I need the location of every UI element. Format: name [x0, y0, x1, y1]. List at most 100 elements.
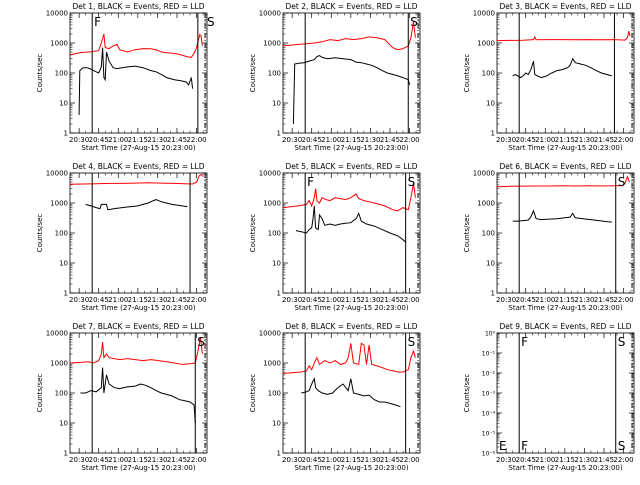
- x-tick-label: 20:30: [282, 456, 302, 464]
- y-tick-label: 10: [272, 260, 281, 268]
- panel-title: Det 8, BLACK = Events, RED = LLD: [285, 322, 417, 331]
- x-tick-label: 21:15: [341, 456, 361, 464]
- y-tick-label: 10: [59, 100, 68, 108]
- x-axis-label: Start Time (27-Aug-15 20:23:00): [508, 304, 622, 312]
- y-tick-label: 10: [59, 260, 68, 268]
- panel-title: Det 6, BLACK = Events, RED = LLD: [499, 162, 631, 171]
- y-tick-label: 100: [55, 70, 68, 78]
- x-tick-label: 20:45: [302, 296, 322, 304]
- x-tick-label: 21:30: [147, 456, 167, 464]
- y-axis-label: Counts/sec: [249, 54, 257, 93]
- y-axis-label: Counts/sec: [463, 374, 471, 413]
- x-tick-label: 20:45: [516, 296, 536, 304]
- detector-panel-7: Det 7, BLACK = Events, RED = LLD 1 10 100 10…: [36, 322, 208, 472]
- x-tick-label: 21:30: [574, 296, 594, 304]
- x-tick-label: 21:00: [535, 456, 555, 464]
- x-tick-label: 21:15: [555, 456, 575, 464]
- x-tick-label: 21:30: [147, 136, 167, 144]
- time-marker-label: S: [197, 335, 205, 349]
- x-tick-label: 22:00: [399, 456, 419, 464]
- time-marker-label: S: [618, 175, 626, 189]
- y-tick-label: 100: [55, 230, 68, 238]
- y-tick-label: 10⁻¹: [482, 351, 496, 358]
- series-line-events: [512, 209, 612, 223]
- panel-title: Det 1, BLACK = Events, RED = LLD: [72, 2, 204, 11]
- y-tick-label: 10000: [473, 170, 495, 178]
- y-axis-label: Counts/sec: [463, 214, 471, 253]
- time-marker-label-bottom: F: [521, 439, 528, 453]
- x-tick-label: 20:30: [69, 456, 89, 464]
- y-tick-label: 100: [268, 70, 281, 78]
- x-tick-label: 21:30: [360, 456, 380, 464]
- x-tick-label: 22:00: [186, 296, 206, 304]
- y-tick-label: 10⁰: [485, 331, 496, 338]
- y-tick-label: 10⁻⁵: [482, 431, 496, 438]
- y-tick-label: 10000: [473, 10, 495, 18]
- x-tick-label: 21:00: [108, 136, 128, 144]
- x-tick-label: 20:30: [496, 456, 516, 464]
- detector-panel-8: Det 8, BLACK = Events, RED = LLD 1 10 100 10…: [249, 322, 421, 472]
- y-tick-label: 100: [268, 230, 281, 238]
- y-axis-label: Counts/sec: [463, 54, 471, 93]
- series-line-lld: [69, 173, 204, 185]
- x-tick-label: 21:30: [574, 456, 594, 464]
- y-tick-label: 1: [64, 290, 68, 298]
- y-tick-label: 10⁻²: [482, 371, 496, 378]
- y-tick-label: 1: [64, 450, 68, 458]
- detector-panel-5: Det 5, BLACK = Events, RED = LLD 1 10 100 10…: [249, 162, 421, 312]
- x-tick-label: 21:15: [555, 136, 575, 144]
- x-tick-label: 21:15: [555, 296, 575, 304]
- detector-panel-3: Det 3, BLACK = Events, RED = LLD 1 10 100 10…: [463, 2, 635, 152]
- x-tick-label: 22:00: [186, 136, 206, 144]
- y-tick-label: 10: [486, 260, 495, 268]
- x-tick-label: 21:45: [167, 456, 187, 464]
- x-tick-label: 21:15: [128, 296, 148, 304]
- x-tick-label: 22:00: [613, 296, 633, 304]
- x-tick-label: 21:45: [167, 296, 187, 304]
- x-tick-label: 20:45: [302, 136, 322, 144]
- time-marker-label: S: [408, 335, 416, 349]
- detector-panel-6: Det 6, BLACK = Events, RED = LLD 1 10 100 10…: [463, 162, 635, 312]
- y-tick-label: 10: [486, 100, 495, 108]
- x-tick-label: 21:45: [594, 136, 614, 144]
- y-tick-label: 10000: [46, 10, 68, 18]
- time-marker-label: F: [307, 175, 314, 189]
- time-marker-label: F: [521, 335, 528, 349]
- panel-title: Det 2, BLACK = Events, RED = LLD: [285, 2, 417, 11]
- time-marker-label: F: [94, 15, 101, 29]
- series-line-lld: [282, 183, 416, 212]
- panel-title: Det 9, BLACK = Events, RED = LLD: [499, 322, 631, 331]
- plot-frame: [282, 12, 421, 134]
- y-tick-label: 1: [491, 290, 495, 298]
- plot-frame: [496, 12, 635, 134]
- y-tick-label: 10000: [259, 330, 281, 338]
- y-tick-label: 1000: [50, 200, 68, 208]
- x-tick-label: 21:00: [321, 296, 341, 304]
- y-tick-label: 1000: [263, 200, 281, 208]
- y-axis-label: Counts/sec: [36, 54, 44, 93]
- x-tick-label: 20:45: [89, 456, 109, 464]
- y-tick-label: 1000: [50, 40, 68, 48]
- series-line-lld: [69, 337, 203, 365]
- plot-frame: [69, 332, 208, 454]
- y-tick-label: 1: [491, 130, 495, 138]
- x-tick-label: 21:30: [147, 296, 167, 304]
- y-tick-label: 1000: [263, 360, 281, 368]
- y-tick-label: 1: [277, 130, 281, 138]
- x-tick-label: 21:30: [360, 296, 380, 304]
- x-tick-label: 20:30: [496, 136, 516, 144]
- series-line-events: [85, 199, 188, 211]
- x-tick-label: 21:15: [128, 456, 148, 464]
- y-tick-label: 1000: [50, 360, 68, 368]
- series-line-lld: [282, 21, 416, 51]
- x-tick-label: 21:00: [321, 456, 341, 464]
- panel-title: Det 4, BLACK = Events, RED = LLD: [72, 162, 204, 171]
- y-tick-label: 100: [55, 390, 68, 398]
- x-tick-label: 21:45: [380, 136, 400, 144]
- x-tick-label: 20:45: [516, 136, 536, 144]
- y-tick-label: 100: [268, 390, 281, 398]
- y-axis-label: Counts/sec: [36, 374, 44, 413]
- x-tick-label: 22:00: [186, 456, 206, 464]
- x-tick-label: 20:30: [69, 296, 89, 304]
